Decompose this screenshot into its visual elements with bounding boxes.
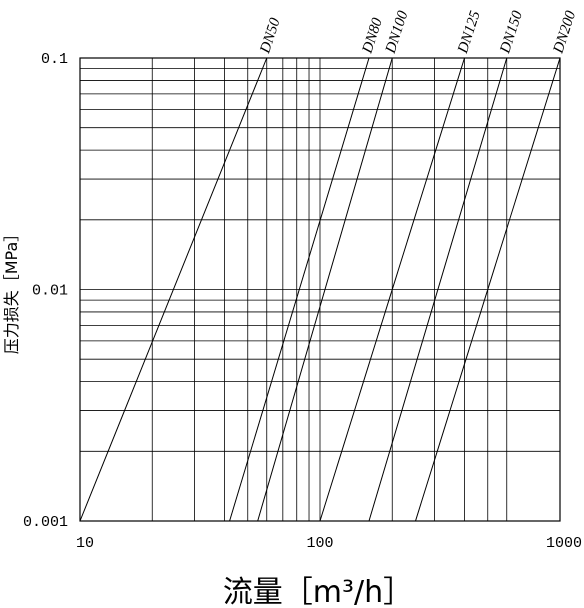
series-label-dn200: DN200 xyxy=(550,9,579,57)
series-line-dn80 xyxy=(229,57,370,522)
series-line-dn125 xyxy=(319,57,465,522)
x-tick-label: 100 xyxy=(306,535,333,552)
y-tick-label: 0.01 xyxy=(32,283,68,300)
y-axis-title: 压力损失［MPa］ xyxy=(2,226,21,355)
series-lines xyxy=(79,57,561,522)
x-tick-label: 10 xyxy=(76,535,94,552)
series-line-dn100 xyxy=(257,57,393,522)
series-label-dn50: DN50 xyxy=(257,16,284,56)
x-tick-label: 1000 xyxy=(546,535,582,552)
series-line-dn50 xyxy=(79,57,268,522)
series-label-dn150: DN150 xyxy=(497,9,526,57)
series-line-dn150 xyxy=(368,57,508,522)
series-label-dn100: DN100 xyxy=(383,9,412,57)
series-label-dn125: DN125 xyxy=(455,9,484,57)
x-axis-title: 流量［m³/h］ xyxy=(223,575,413,608)
y-tick-label: 0.001 xyxy=(23,514,68,531)
y-tick-label: 0.1 xyxy=(41,51,68,68)
tick-labels: 10 100 1000 0.001 0.01 0.1 xyxy=(23,51,582,552)
series-line-dn200 xyxy=(415,57,561,522)
